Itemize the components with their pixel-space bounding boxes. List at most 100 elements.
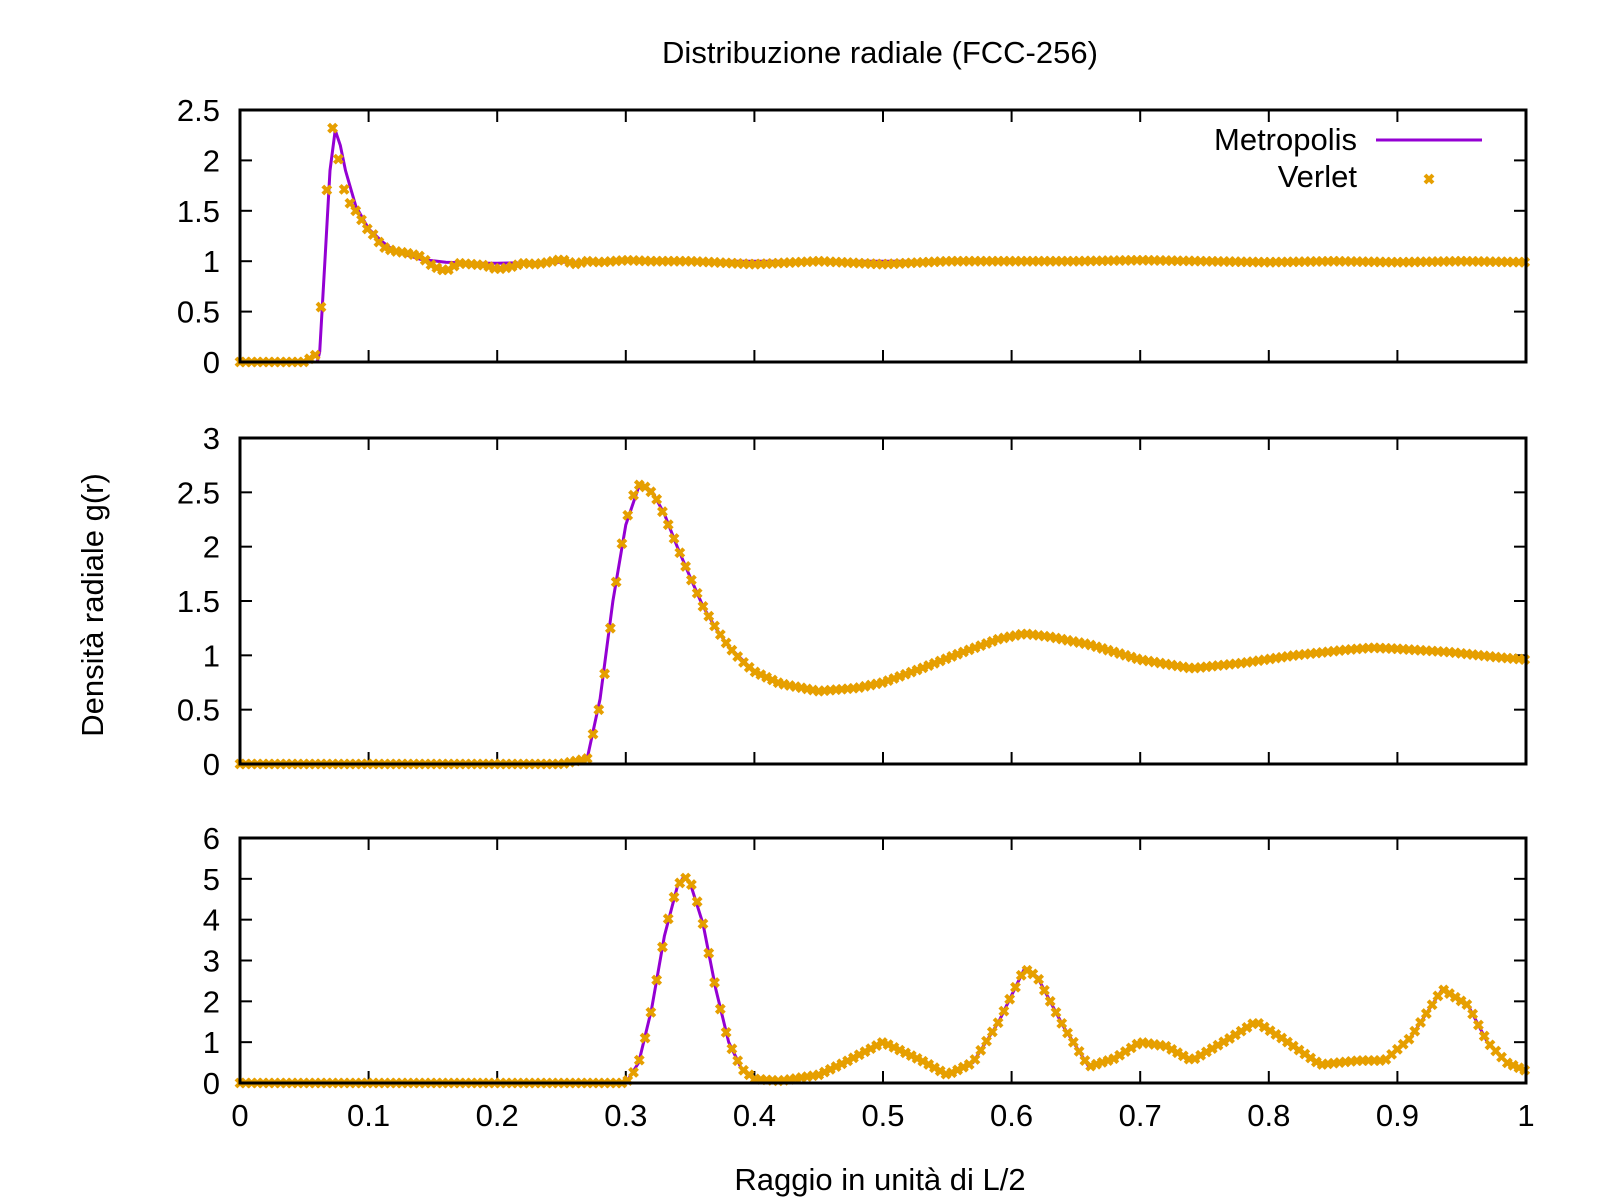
verlet-point [680, 561, 692, 572]
verlet-point [732, 1055, 744, 1067]
verlet-point [905, 1050, 917, 1062]
verlet-point [709, 977, 720, 988]
y-tick-label: 1.5 [177, 194, 220, 229]
verlet-point [1415, 1016, 1426, 1028]
verlet-point [1033, 973, 1045, 985]
verlet-point [599, 668, 610, 680]
verlet-point [581, 753, 593, 764]
verlet-point [651, 493, 663, 505]
y-axis-label: Densità radiale g(r) [75, 473, 110, 737]
panel-3: 0 1 2 3 4 5 6 0 0.1 0.2 0.3 0.4 0.5 0.6 0.7 0.8 0.9 1 [203, 821, 1535, 1133]
verlet-point [819, 1066, 830, 1078]
x-tick-label: 0.8 [1247, 1098, 1290, 1133]
verlet-point [946, 1067, 958, 1079]
verlet-point [998, 1005, 1010, 1017]
verlet-point [604, 622, 616, 634]
verlet-point [344, 197, 356, 209]
verlet-point [720, 1026, 732, 1038]
legend-label-metropolis: Metropolis [1214, 122, 1357, 157]
x-tick-label: 0.4 [733, 1098, 776, 1133]
verlet-point [593, 704, 605, 716]
verlet-point [610, 576, 622, 588]
y-tick-label: 3 [203, 421, 220, 456]
verlet-point [1461, 999, 1473, 1011]
verlet-point [1067, 1036, 1079, 1048]
verlet-point [900, 1047, 911, 1059]
x-tick-label: 0.7 [1119, 1098, 1162, 1133]
verlet-point [1010, 981, 1021, 993]
verlet-point [321, 184, 333, 196]
y-tick-label: 3 [203, 944, 220, 979]
y-tick-label: 2 [203, 143, 220, 178]
verlet-point [1507, 1059, 1519, 1071]
verlet-point [986, 1026, 998, 1038]
panel-2: 0 0.5 1 1.5 2 2.5 3 [177, 421, 1531, 782]
verlet-point [662, 519, 674, 531]
verlet-point [628, 1066, 639, 1078]
verlet-point [645, 1006, 657, 1018]
verlet-point [888, 1041, 900, 1053]
verlet-point [587, 728, 599, 740]
verlet-point [668, 533, 680, 544]
verlet-point [367, 229, 379, 240]
verlet-point [332, 153, 344, 165]
verlet-point [824, 1063, 836, 1075]
x-tick-label: 1 [1517, 1098, 1534, 1133]
x-tick-label: 0.6 [990, 1098, 1033, 1133]
verlet-point [1050, 1006, 1062, 1018]
verlet-point [350, 205, 362, 217]
y-tick-label: 4 [203, 903, 220, 938]
verlet-point [356, 214, 367, 226]
verlet-point [1056, 1017, 1068, 1029]
y-tick-label: 1 [203, 638, 220, 673]
panel-frame [238, 108, 1528, 364]
verlet-point [766, 674, 778, 686]
verlet-point [1473, 1019, 1484, 1031]
verlet-point [338, 183, 350, 195]
x-axis-label: Raggio in unità di L/2 [734, 1162, 1025, 1197]
verlet-point [685, 574, 697, 586]
x-tick-label: 0.2 [476, 1098, 519, 1133]
verlet-point [882, 1039, 894, 1051]
y-tick-label: 0.5 [177, 295, 220, 330]
verlet-point [651, 974, 663, 986]
verlet-point [685, 879, 697, 890]
verlet-point [1038, 984, 1050, 996]
panel-frame [238, 836, 1528, 1085]
verlet-point [714, 629, 726, 641]
verlet-point [628, 489, 639, 501]
x-tick-label: 0.9 [1376, 1098, 1419, 1133]
verlet-point [1478, 1030, 1490, 1042]
verlet-point [1310, 1056, 1322, 1068]
verlet-point [981, 1035, 992, 1047]
y-tick-label: 5 [203, 862, 220, 897]
verlet-point [952, 1064, 964, 1076]
verlet-point [662, 913, 674, 925]
verlet-point [668, 891, 680, 903]
verlet-point [714, 1003, 726, 1015]
verlet-point [657, 941, 668, 953]
verlet-point [639, 1032, 651, 1044]
verlet-point [749, 666, 761, 678]
x-tick-label: 0.1 [347, 1098, 390, 1133]
verlet-point [761, 671, 773, 683]
verlet-point [1501, 1057, 1513, 1069]
verlet-point [709, 620, 720, 632]
verlet-point [726, 1043, 738, 1055]
verlet-point [813, 1069, 825, 1081]
verlet-point [1073, 1045, 1085, 1057]
x-tick-label: 0.5 [861, 1098, 904, 1133]
verlet-point [703, 610, 715, 622]
verlet-point [911, 1052, 923, 1064]
verlet-point [957, 1061, 969, 1073]
verlet-point [448, 260, 460, 272]
y-tick-label: 0.5 [177, 693, 220, 728]
verlet-point [309, 349, 321, 361]
verlet-point [1004, 993, 1016, 1005]
verlet-point [616, 538, 628, 550]
verlet-point [975, 1044, 987, 1056]
y-tick-label: 1.5 [177, 584, 220, 619]
y-tick-label: 1 [203, 1025, 220, 1060]
verlet-point [315, 301, 327, 313]
